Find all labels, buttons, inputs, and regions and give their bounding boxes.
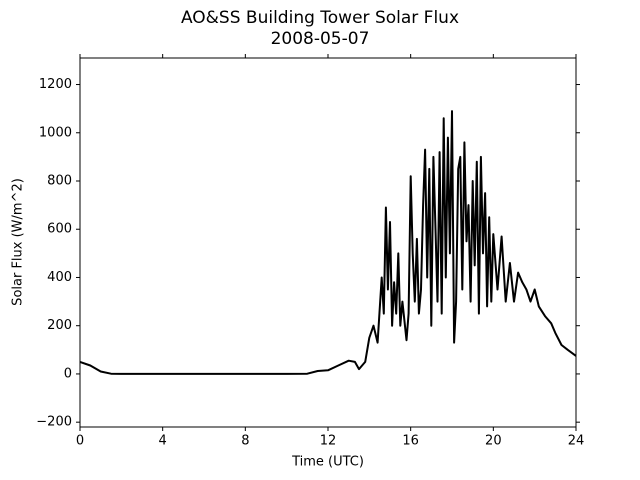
plot-frame (79, 57, 577, 428)
x-tick-label: 12 (320, 434, 337, 449)
y-tick-label: 0 (64, 366, 72, 381)
y-tick-label: 600 (47, 222, 72, 237)
x-tick-label: 0 (76, 434, 84, 449)
x-tick-label: 16 (402, 434, 419, 449)
y-tick-label: 200 (47, 318, 72, 333)
y-tick-label: 800 (47, 174, 72, 189)
x-tick-label: 24 (568, 434, 585, 449)
data-line (79, 110, 577, 375)
x-axis-label: Time (UTC) (291, 455, 364, 470)
y-tick-label: 400 (47, 270, 72, 285)
x-tick-label: 8 (241, 434, 249, 449)
x-tick-label: 4 (159, 434, 167, 449)
chart-title: AO&SS Building Tower Solar Flux (181, 8, 459, 28)
y-tick-label: 1000 (39, 125, 72, 140)
chart-subtitle: 2008-05-07 (271, 29, 370, 49)
y-tick-label: 1200 (39, 77, 72, 92)
y-tick-label: −200 (36, 415, 72, 430)
y-axis-label: Solar Flux (W/m^2) (11, 178, 26, 306)
x-tick-label: 20 (485, 434, 502, 449)
